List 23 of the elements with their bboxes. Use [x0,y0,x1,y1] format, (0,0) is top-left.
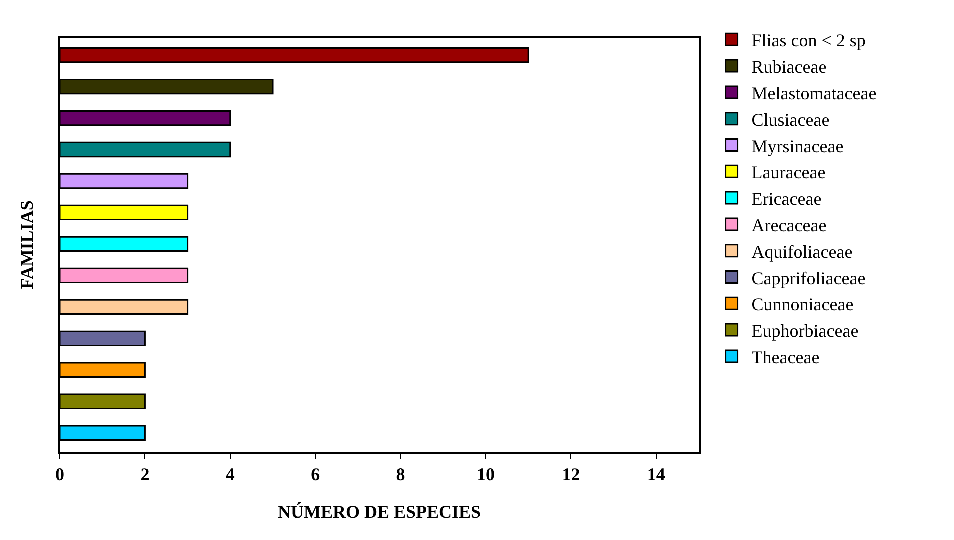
legend-label: Ericaceae [752,189,822,210]
y-axis-title: FAMILIAS [16,200,37,290]
legend-label: Aquifoliaceae [752,242,853,262]
legend-label: Capprifoliaceae [752,268,866,288]
x-tick-label: 12 [562,464,580,484]
legend-label: Myrsinaceae [752,136,844,156]
x-tick-label: 2 [140,464,150,484]
x-tick-label: 14 [647,464,666,484]
legend-label: Euphorbiaceae [752,321,859,342]
legend-label: Theaceae [752,347,820,368]
legend-label: Lauraceae [752,162,826,183]
legend-label: Arecaceae [752,215,827,236]
legend-label: Melastomataceae [752,83,877,104]
x-tick-label: 6 [311,464,320,484]
x-axis-title: NÚMERO DE ESPECIES [278,502,482,522]
x-tick-label: 8 [396,464,406,484]
legend-label: Flias con < 2 sp [752,30,866,51]
legend-label: Rubiaceae [752,57,827,78]
x-tick-label: 0 [56,464,64,484]
legend-label: Clusiaceae [752,110,830,130]
x-tick-label: 4 [226,464,235,484]
legend-label: Cunnoniaceae [752,294,854,315]
x-tick-label: 10 [477,464,495,484]
